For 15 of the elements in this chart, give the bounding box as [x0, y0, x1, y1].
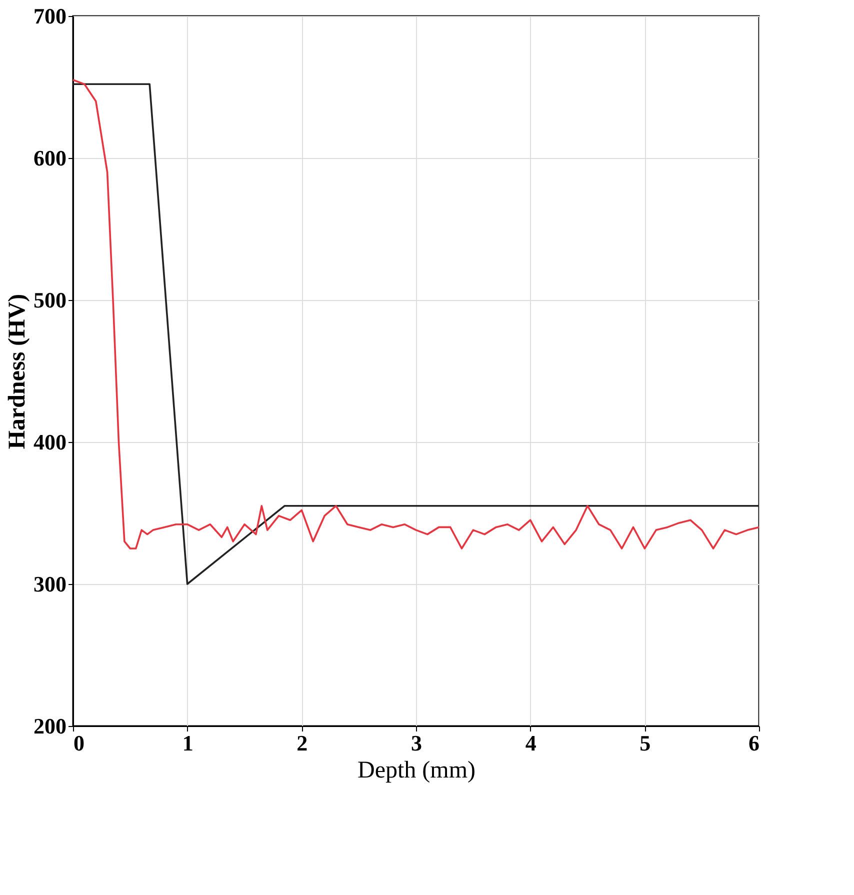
x-tick-label: 1 — [182, 730, 194, 756]
x-tick-label: 4 — [525, 730, 536, 756]
x-tick-label: 2 — [296, 730, 308, 756]
x-tick-label: 3 — [411, 730, 422, 756]
x-axis-title: Depth (mm) — [358, 758, 476, 784]
y-axis-title: Hardness (HV) — [4, 294, 30, 450]
y-tick-label: 200 — [34, 714, 66, 738]
y-tick-label: 500 — [34, 288, 66, 312]
x-tick-label: 6 — [748, 730, 760, 756]
y-tick-label: 300 — [34, 572, 66, 596]
y-tick-label: 700 — [34, 4, 66, 28]
x-tick-label: 0 — [74, 730, 84, 756]
y-tick-label: 600 — [34, 146, 66, 170]
x-tick-label: 5 — [640, 730, 651, 756]
y-tick-label: 400 — [34, 430, 66, 454]
